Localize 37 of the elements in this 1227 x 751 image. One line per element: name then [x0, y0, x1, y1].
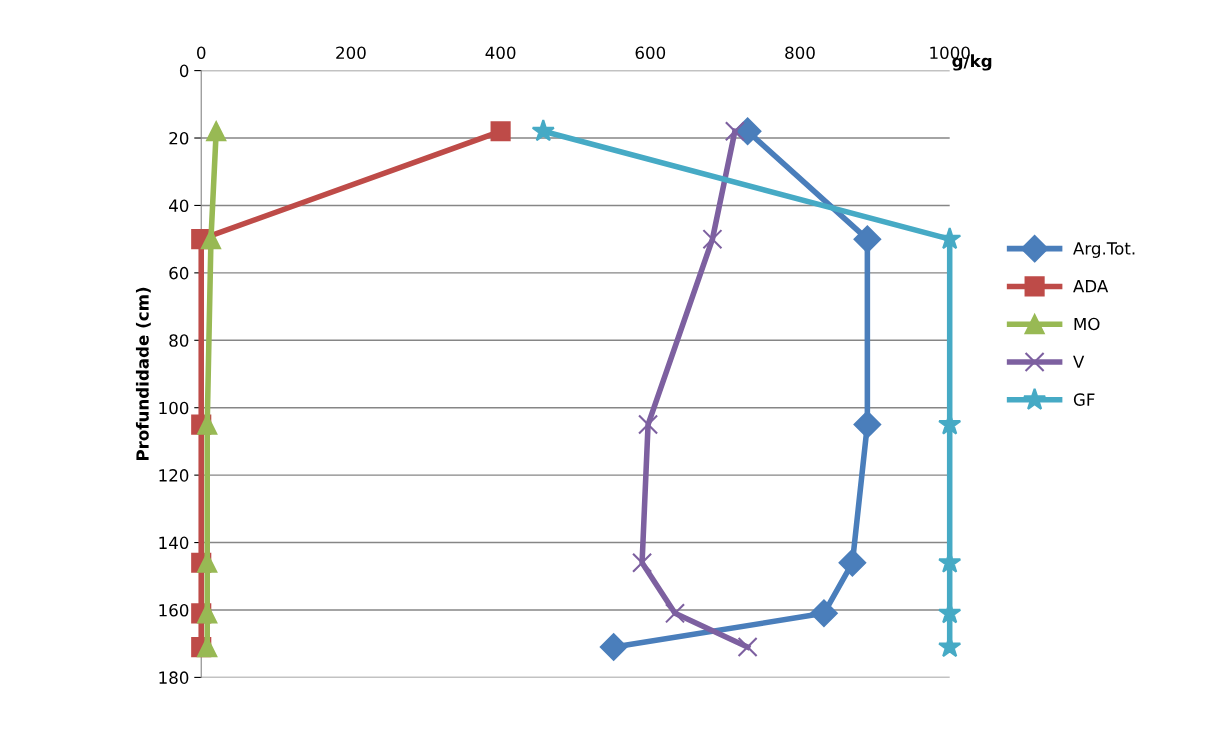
- point: [724, 121, 745, 142]
- point: [938, 227, 962, 250]
- point: [702, 229, 723, 250]
- legend-label: ADA: [1073, 280, 1109, 293]
- y-tick-label: 120: [159, 469, 189, 482]
- x-tick-label: 200: [336, 46, 366, 60]
- point: [638, 414, 659, 435]
- x-tick-label: 0: [197, 46, 206, 60]
- point: [853, 225, 882, 253]
- point: [490, 121, 511, 142]
- y-axis-title: Profundidade (cm): [135, 287, 151, 461]
- point: [632, 552, 653, 573]
- y-tick-label: 100: [159, 401, 189, 415]
- x-tick-label: 600: [635, 46, 666, 60]
- point: [200, 229, 222, 250]
- y-tick-label: 180: [159, 671, 189, 684]
- point: [853, 410, 882, 439]
- x-tick-label: 800: [785, 46, 815, 60]
- y-tick-label: 20: [169, 131, 189, 145]
- y-tick-label: 80: [169, 334, 189, 347]
- point: [664, 603, 686, 624]
- point: [599, 633, 628, 661]
- legend-label: Arg.Tot.: [1073, 242, 1135, 258]
- point: [531, 119, 555, 142]
- y-tick-label: 160: [159, 603, 189, 617]
- point: [206, 121, 227, 142]
- y-tick-label: 140: [159, 536, 189, 550]
- legend-label: V: [1073, 355, 1085, 368]
- point: [810, 599, 838, 628]
- point: [737, 636, 758, 658]
- y-tick-label: 0: [179, 64, 189, 78]
- y-tick-label: 60: [169, 266, 189, 280]
- x-tick-label: 400: [485, 46, 516, 60]
- y-tick-label: 40: [169, 199, 189, 213]
- legend-label: GF: [1073, 393, 1095, 406]
- point: [838, 548, 867, 577]
- legend-label: MO: [1074, 317, 1100, 331]
